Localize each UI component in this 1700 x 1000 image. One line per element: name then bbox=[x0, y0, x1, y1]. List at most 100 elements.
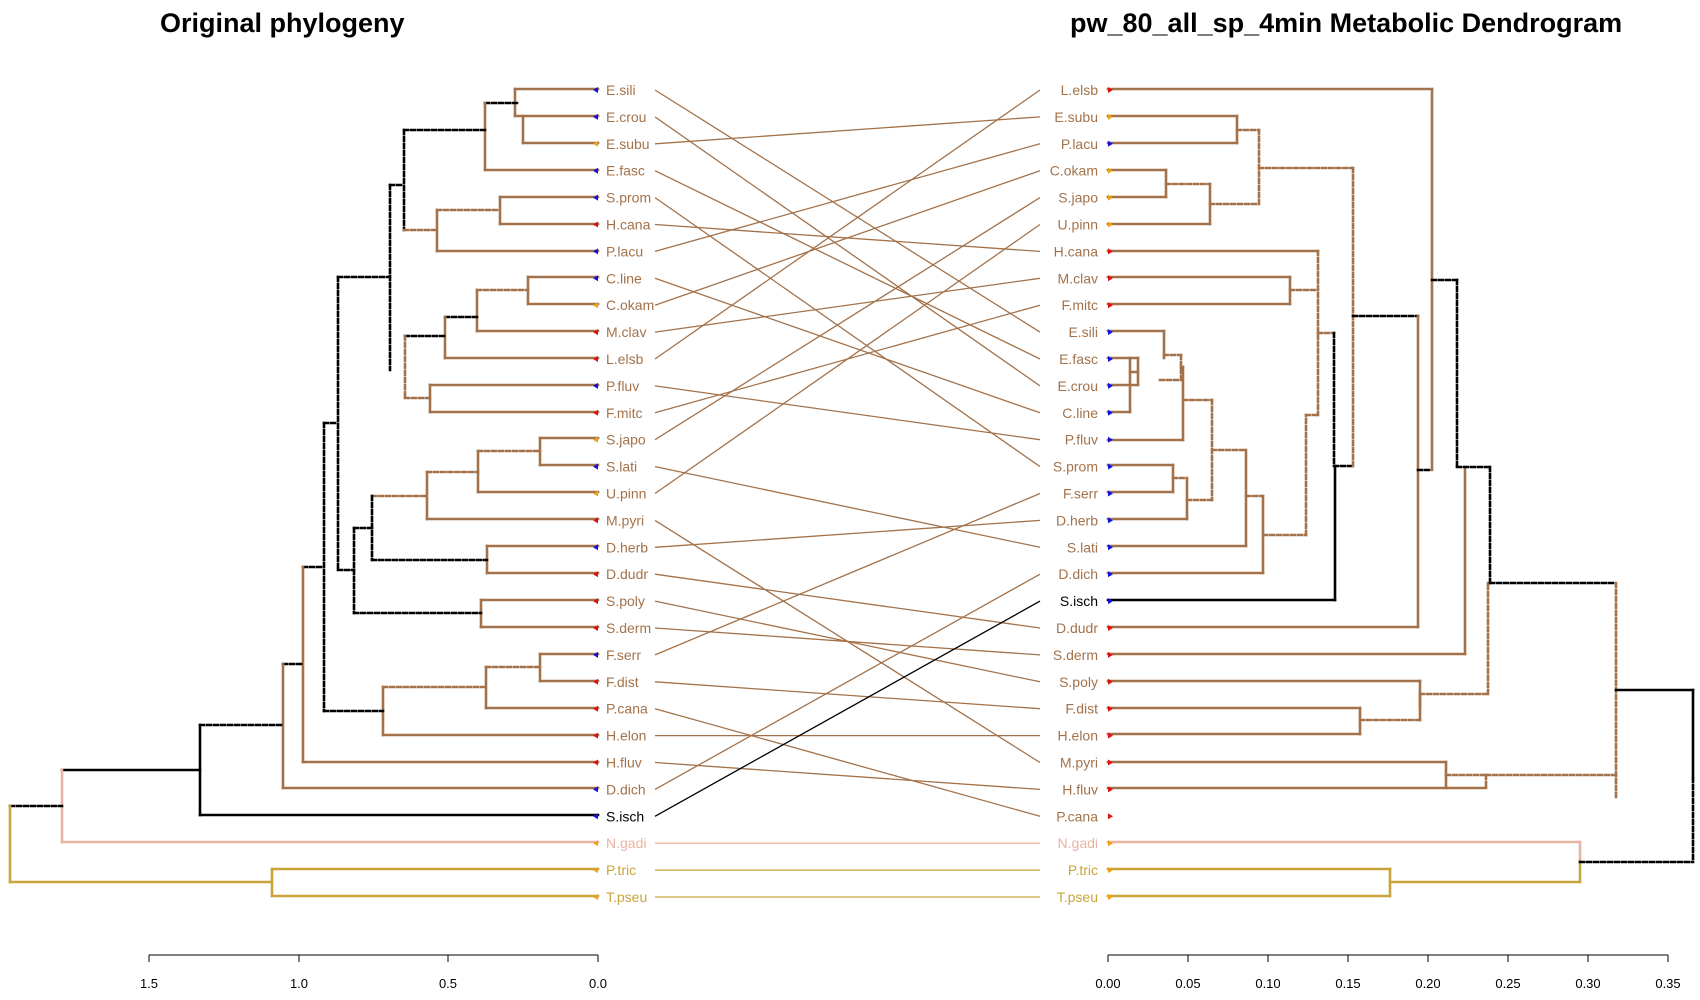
left-tip-marker bbox=[593, 678, 598, 685]
left-tip-label: E.subu bbox=[606, 136, 650, 152]
left-tip-marker bbox=[593, 248, 598, 255]
right-axis: 0.00 0.05 0.10 0.15 0.20 0.25 0.30 0.35 bbox=[1095, 954, 1681, 991]
right-tip-label: E.fasc bbox=[1059, 351, 1098, 367]
left-tip-label: D.dich bbox=[606, 781, 646, 797]
right-tip-label: F.dist bbox=[1065, 701, 1098, 717]
right-tip-label: S.derm bbox=[1053, 647, 1098, 663]
right-tip-label: E.subu bbox=[1054, 109, 1098, 125]
left-axis: 1.5 1.0 0.5 0.0 bbox=[140, 954, 607, 991]
right-tip-label: U.pinn bbox=[1058, 217, 1098, 233]
left-axis-tick-label: 1.5 bbox=[140, 976, 158, 991]
left-tip-label: S.poly bbox=[606, 593, 645, 609]
left-tip-label: F.mitc bbox=[606, 405, 643, 421]
tip-connector bbox=[654, 170, 1041, 306]
tip-connectors bbox=[654, 89, 1041, 898]
left-tip-marker bbox=[593, 651, 598, 658]
left-tip-label: E.crou bbox=[606, 109, 646, 125]
left-tip-label: F.dist bbox=[606, 674, 639, 690]
right-tip-marker bbox=[1108, 329, 1113, 336]
left-tip-marker bbox=[593, 194, 598, 201]
left-tree-title: Original phylogeny bbox=[160, 8, 405, 38]
right-tip-marker bbox=[1108, 275, 1113, 282]
right-tip-marker bbox=[1108, 625, 1113, 631]
right-tip-marker bbox=[1108, 759, 1113, 766]
left-tip-label: M.pyri bbox=[606, 512, 644, 528]
left-tip-label: P.cana bbox=[606, 701, 648, 717]
right-tip-marker bbox=[1108, 436, 1113, 443]
right-tip-label: P.lacu bbox=[1061, 136, 1098, 152]
left-tip-label: N.gadi bbox=[606, 835, 646, 851]
tip-connector bbox=[654, 708, 1041, 817]
right-tip-marker bbox=[1108, 598, 1113, 605]
left-tip-label: C.line bbox=[606, 270, 642, 286]
tip-connector bbox=[654, 116, 1041, 145]
tip-connector bbox=[654, 573, 1041, 629]
left-tip-label: P.lacu bbox=[606, 243, 643, 259]
right-tip-label: M.pyri bbox=[1060, 755, 1098, 771]
right-tip-marker bbox=[1108, 517, 1113, 524]
left-axis-tick-label: 1.0 bbox=[290, 976, 308, 991]
right-tip-label: S.isch bbox=[1060, 593, 1098, 609]
right-tip-label: S.lati bbox=[1067, 539, 1098, 555]
right-tip-marker bbox=[1108, 678, 1113, 685]
left-tip-marker bbox=[593, 87, 598, 93]
right-tip-label: E.crou bbox=[1058, 378, 1098, 394]
left-tip-marker bbox=[593, 490, 598, 497]
left-tip-marker bbox=[593, 302, 598, 309]
left-tip-label: U.pinn bbox=[606, 486, 646, 502]
left-tip-label: T.pseu bbox=[606, 889, 647, 905]
right-axis-tick-label: 0.15 bbox=[1335, 976, 1360, 991]
right-tip-marker bbox=[1108, 813, 1113, 820]
right-tip-marker bbox=[1108, 140, 1113, 147]
left-tip-marker bbox=[593, 786, 598, 793]
right-tip-marker bbox=[1108, 409, 1113, 416]
left-tip-marker bbox=[593, 759, 598, 766]
left-tip-label: E.sili bbox=[606, 82, 636, 98]
left-tip-marker bbox=[593, 571, 598, 578]
right-tip-marker bbox=[1108, 463, 1113, 470]
right-tip-marker bbox=[1108, 894, 1113, 900]
left-tip-marker bbox=[593, 409, 598, 416]
tip-connector bbox=[654, 385, 1041, 441]
right-tip-label: P.tric bbox=[1068, 862, 1098, 878]
left-tip-label: S.japo bbox=[606, 432, 646, 448]
right-tip-label: F.serr bbox=[1063, 486, 1098, 502]
right-tip-labels: L.elsb E.subu P.lacu C.okam S.japo U.pinn H.ca… bbox=[1050, 82, 1113, 905]
left-tip-marker bbox=[593, 517, 598, 524]
left-axis-tick-label: 0.5 bbox=[439, 976, 457, 991]
left-tip-label: H.fluv bbox=[606, 755, 642, 771]
tip-connector bbox=[654, 277, 1041, 333]
tip-connector bbox=[654, 573, 1041, 790]
left-tip-marker bbox=[593, 463, 598, 470]
right-tip-label: H.elon bbox=[1058, 728, 1098, 744]
right-tree-title: pw_80_all_sp_4min Metabolic Dendrogram bbox=[1070, 8, 1623, 38]
right-axis-tick-label: 0.05 bbox=[1175, 976, 1200, 991]
tip-connector bbox=[654, 197, 1041, 468]
tip-connector bbox=[654, 223, 1041, 495]
right-tip-label: P.fluv bbox=[1065, 432, 1098, 448]
left-tip-label: H.cana bbox=[606, 217, 651, 233]
tip-connector bbox=[654, 89, 1041, 333]
left-dendrogram bbox=[8, 87, 600, 898]
right-axis-tick-label: 0.00 bbox=[1095, 976, 1120, 991]
right-tip-label: S.poly bbox=[1059, 674, 1098, 690]
tip-connector bbox=[654, 143, 1041, 253]
right-axis-tick-label: 0.20 bbox=[1415, 976, 1440, 991]
right-tip-marker bbox=[1108, 732, 1113, 739]
right-axis-tick-label: 0.30 bbox=[1575, 976, 1600, 991]
left-tip-label: S.derm bbox=[606, 620, 651, 636]
right-tip-label: H.fluv bbox=[1062, 781, 1098, 797]
left-tip-label: H.elon bbox=[606, 728, 646, 744]
tip-connector bbox=[654, 519, 1041, 548]
tip-connector bbox=[654, 492, 1041, 656]
right-dendrogram bbox=[1106, 87, 1695, 898]
tip-connector bbox=[654, 761, 1041, 791]
tip-connector bbox=[654, 170, 1041, 360]
left-tip-marker bbox=[593, 705, 598, 712]
right-tip-marker bbox=[1108, 705, 1113, 712]
right-tip-label: M.clav bbox=[1058, 270, 1098, 286]
left-tip-marker bbox=[593, 221, 598, 228]
left-axis-tick-label: 0.0 bbox=[589, 976, 607, 991]
right-tip-marker bbox=[1108, 167, 1113, 174]
left-tip-labels: E.sili E.crou E.subu E.fasc S.prom H.cana P.la… bbox=[593, 82, 654, 905]
